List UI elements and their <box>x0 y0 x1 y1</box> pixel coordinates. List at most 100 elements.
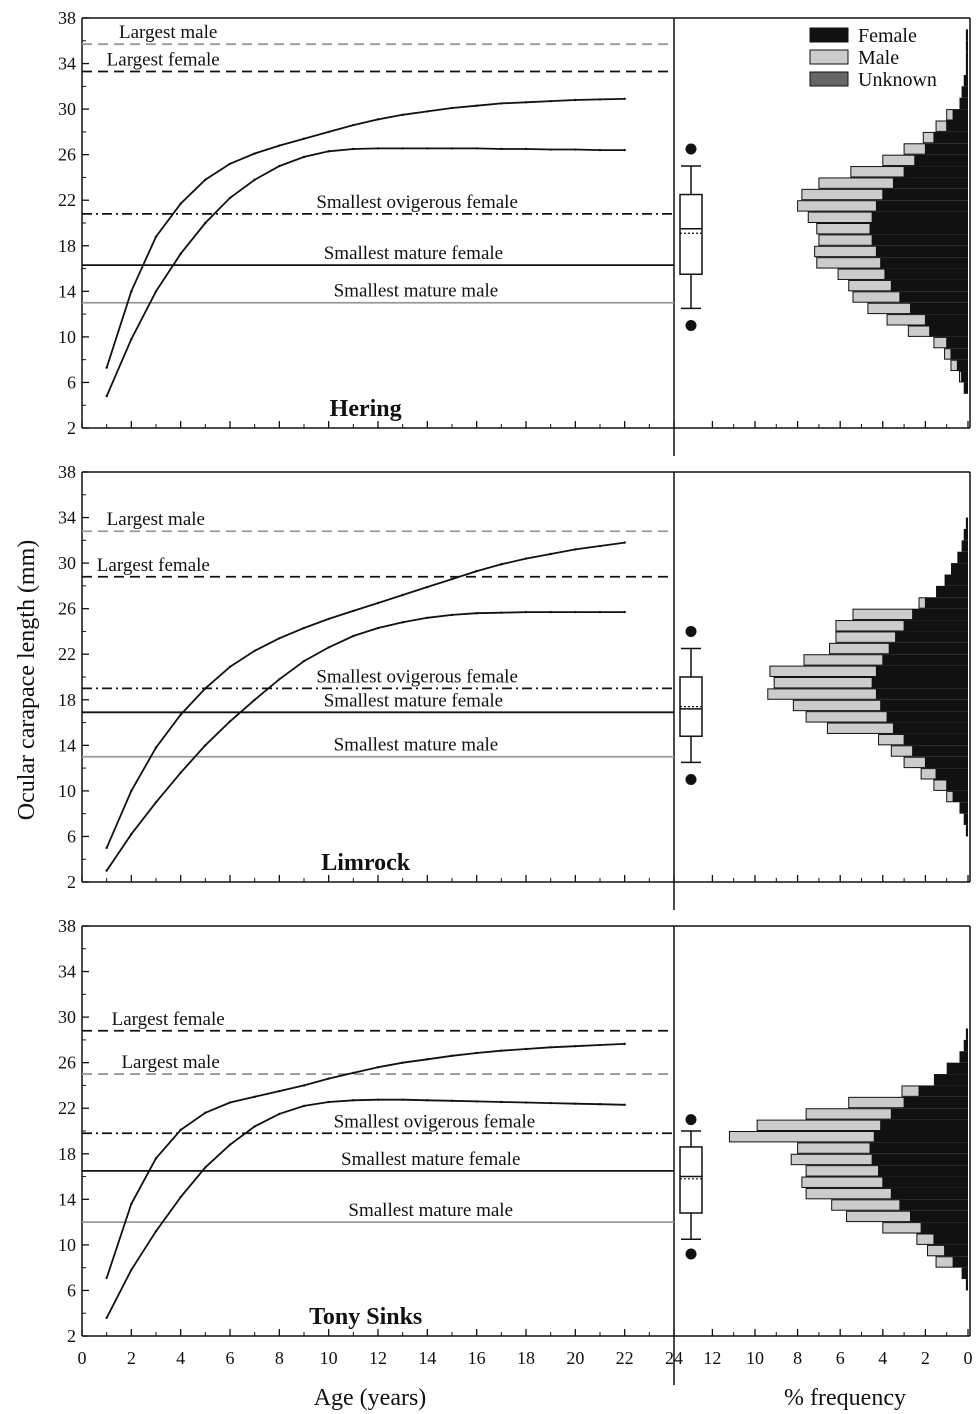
histogram-bar-female <box>921 1222 968 1234</box>
histogram-bar-male <box>837 268 886 280</box>
growth-point <box>598 610 602 614</box>
x-tick-label: 8 <box>275 1348 284 1368</box>
histogram-bar-male <box>918 597 926 609</box>
reference-line-label: Smallest mature female <box>341 1149 520 1170</box>
y-tick-label: 18 <box>58 690 76 710</box>
boxplot-outlier <box>685 320 697 331</box>
histogram-bar-female <box>933 131 968 144</box>
histogram-bar-female <box>882 654 968 666</box>
histogram-bar-female <box>882 1176 968 1188</box>
growth-point <box>426 147 429 150</box>
growth-point <box>253 1095 256 1099</box>
y-tick-label: 34 <box>58 962 76 982</box>
histogram-bar-female <box>946 336 968 349</box>
growth-point <box>450 613 454 617</box>
x-axis-label-age: Age (years) <box>314 1385 427 1411</box>
histogram-bar-female <box>884 268 968 280</box>
growth-point <box>549 1046 552 1049</box>
growth-point <box>549 552 552 556</box>
histogram-bar-female <box>961 86 968 98</box>
growth-point <box>130 1202 133 1206</box>
histogram-bar-female <box>893 177 968 189</box>
growth-point <box>130 337 133 341</box>
y-tick-label: 22 <box>58 644 76 664</box>
histogram-bar-male <box>935 1256 954 1268</box>
growth-point <box>253 152 256 155</box>
histogram-bar-female <box>963 1039 968 1052</box>
growth-point <box>401 113 404 117</box>
histogram-bar-female <box>887 711 968 723</box>
freq-tick-label: 8 <box>793 1348 802 1368</box>
growth-point <box>302 1104 306 1108</box>
histogram-bar-female <box>959 97 968 110</box>
growth-point <box>401 593 404 597</box>
histogram-bar-male <box>805 1165 880 1177</box>
histogram-bar-female <box>904 1096 968 1109</box>
y-tick-label: 14 <box>58 1189 76 1209</box>
y-tick-label: 26 <box>58 145 76 165</box>
growth-point <box>549 99 552 103</box>
y-tick-label: 30 <box>58 553 76 573</box>
growth-point <box>623 1103 626 1107</box>
histogram-bar-male <box>882 1222 922 1234</box>
histogram-bar-female <box>891 279 968 292</box>
histogram-bar-female <box>891 1108 968 1120</box>
histogram-bar-female <box>912 745 968 757</box>
growth-point <box>500 147 503 151</box>
histogram-bar-female <box>957 551 968 564</box>
growth-point <box>376 601 380 605</box>
histogram-bar-female <box>936 585 968 598</box>
freq-tick-label: 10 <box>746 1348 764 1368</box>
histogram-bar-female <box>876 245 968 258</box>
y-tick-label: 18 <box>58 236 76 256</box>
growth-point <box>475 1100 478 1103</box>
growth-point <box>549 1101 552 1105</box>
reference-line-label: Largest male <box>119 22 217 43</box>
growth-point <box>426 1058 429 1061</box>
y-tick-label: 38 <box>58 8 76 28</box>
histogram-bar-female <box>910 302 968 315</box>
histogram-bar-male <box>946 109 954 121</box>
growth-point <box>327 130 330 134</box>
histogram-bar-female <box>965 1028 968 1040</box>
histogram-bar-female <box>899 291 968 303</box>
growth-point <box>105 366 108 369</box>
growth-point <box>105 846 108 850</box>
growth-point <box>204 744 207 747</box>
reference-line-label: Smallest mature male <box>348 1200 513 1221</box>
growth-point <box>352 147 355 151</box>
growth-point <box>598 148 602 152</box>
boxplot-outlier <box>685 1248 697 1260</box>
growth-curve-2 <box>105 611 625 872</box>
histogram-bar-female <box>946 1062 968 1075</box>
histogram-bar-female <box>925 597 968 609</box>
growth-point <box>574 148 577 151</box>
boxplot-box <box>679 676 703 737</box>
growth-point <box>426 1099 429 1102</box>
histogram-bar-female <box>965 52 968 64</box>
growth-curve-2 <box>105 147 625 397</box>
y-tick-label: 6 <box>67 1280 76 1300</box>
histogram-bar-female <box>889 642 968 655</box>
y-axis-label: Ocular carapace length (mm) <box>14 540 40 821</box>
histogram-bar-male <box>814 245 877 258</box>
histogram-bar-female <box>965 40 968 53</box>
growth-point <box>598 544 602 548</box>
histogram-bar-female <box>963 813 968 826</box>
growth-point <box>524 147 528 151</box>
y-tick-label: 26 <box>58 599 76 619</box>
growth-point <box>401 1061 404 1064</box>
histogram-bar-male <box>831 1199 901 1211</box>
histogram-bar-female <box>925 314 968 326</box>
growth-curve-2 <box>105 1098 625 1319</box>
growth-point <box>179 252 182 255</box>
histogram-bar-male <box>933 336 948 349</box>
histogram-bar-female <box>880 257 968 269</box>
histogram-bar-male <box>756 1119 882 1131</box>
x-tick-label: 14 <box>418 1348 436 1368</box>
growth-curve-1 <box>105 541 625 849</box>
histogram-bar-male <box>769 665 877 677</box>
growth-point <box>228 1143 232 1146</box>
